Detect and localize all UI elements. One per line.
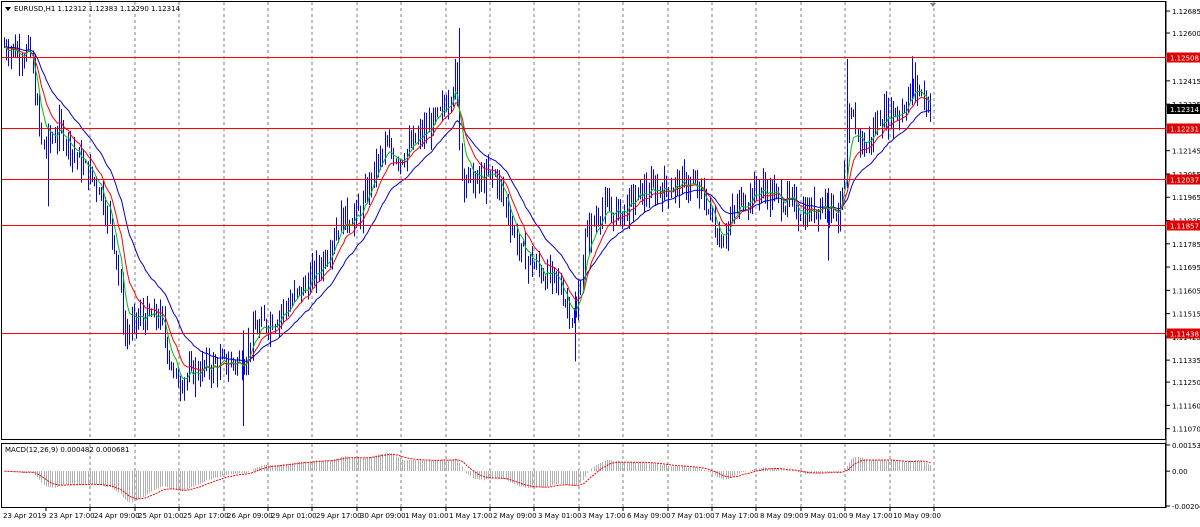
time-label: 30 Apr 09:00 (360, 512, 406, 520)
horizontal-levels[interactable] (2, 57, 1166, 334)
time-label: 3 May 17:00 (582, 512, 626, 520)
ma-fast-line (4, 45, 931, 380)
level-label: 1.12231 (1170, 126, 1199, 134)
svg-text:1.12314: 1.12314 (1170, 106, 1199, 114)
time-label: 1 May 17:00 (449, 512, 493, 520)
time-label: 23 Apr 17:00 (49, 512, 95, 520)
ma-slow-line (4, 45, 931, 362)
time-label: 29 Apr 17:00 (316, 512, 362, 520)
level-label-bg (1167, 328, 1200, 339)
price-label: 1.12600 (1172, 30, 1200, 38)
level-label-bg (1167, 174, 1200, 185)
level-label: 1.11438 (1170, 331, 1199, 339)
time-label: 25 Apr 01:00 (138, 512, 184, 520)
price-label: 1.11160 (1172, 402, 1200, 410)
price-label: 1.11785 (1172, 241, 1200, 249)
time-label: 9 May 17:00 (849, 512, 893, 520)
time-label: 25 Apr 17:00 (183, 512, 229, 520)
symbol-title: EURUSD,H1 1.12312 1.12383 1.12290 1.1231… (14, 5, 181, 13)
macd-title: MACD(12,26,9) 0.000482 0.000681 (5, 446, 129, 454)
price-label: 1.11605 (1172, 287, 1200, 295)
time-label: 6 May 09:00 (627, 512, 671, 520)
level-label: 1.12037 (1170, 177, 1199, 185)
time-label: 23 Apr 2019 (3, 512, 46, 520)
price-label: 1.11335 (1172, 357, 1200, 365)
level-label-bg (1167, 52, 1200, 63)
time-label: 9 May 01:00 (804, 512, 848, 520)
level-label: 1.12508 (1170, 55, 1199, 63)
price-label: 1.11965 (1172, 194, 1200, 202)
symbol-header: EURUSD,H1 1.12312 1.12383 1.12290 1.1231… (5, 5, 181, 13)
collapse-triangle-icon[interactable] (5, 7, 11, 11)
level-label: 1.11857 (1170, 223, 1199, 231)
macd-label: 0.00 (1172, 468, 1188, 476)
price-label: 1.11695 (1172, 264, 1200, 272)
level-labels: 1.12508 1.12231 1.12037 1.11857 1.11438 (1167, 52, 1200, 339)
price-label: 1.12685 (1172, 8, 1200, 16)
time-label: 7 May 01:00 (671, 512, 715, 520)
time-label: 8 May 09:00 (760, 512, 804, 520)
macd-label: 0.001535 (1172, 442, 1200, 450)
macd-label: -0.002041 (1172, 503, 1200, 511)
time-label: 24 Apr 09:00 (94, 512, 140, 520)
price-label: 1.11515 (1172, 311, 1200, 319)
time-label: 26 Apr 09:00 (227, 512, 273, 520)
price-label: 1.11070 (1172, 426, 1200, 434)
time-label: 3 May 01:00 (538, 512, 582, 520)
price-label: 1.11250 (1172, 379, 1200, 387)
time-label: 1 May 01:00 (405, 512, 449, 520)
level-label-bg (1167, 123, 1200, 134)
macd-histogram (6, 453, 931, 503)
current-price-label: 1.12314 (1167, 104, 1200, 114)
macd-signal-line (4, 453, 931, 500)
shift-marker-icon[interactable] (930, 3, 936, 7)
price-label: 1.12145 (1172, 148, 1200, 156)
time-label: 29 Apr 01:00 (271, 512, 317, 520)
price-label: 1.12415 (1172, 78, 1200, 86)
level-label-bg (1167, 220, 1200, 231)
ma-mid-line (4, 45, 931, 372)
time-label: 2 May 09:00 (493, 512, 537, 520)
macd-scale: 0.001535 0.00 -0.002041 (1166, 442, 1200, 511)
time-label: 10 May 09:00 (893, 512, 941, 520)
candles (4, 27, 931, 427)
time-label: 7 May 17:00 (715, 512, 759, 520)
